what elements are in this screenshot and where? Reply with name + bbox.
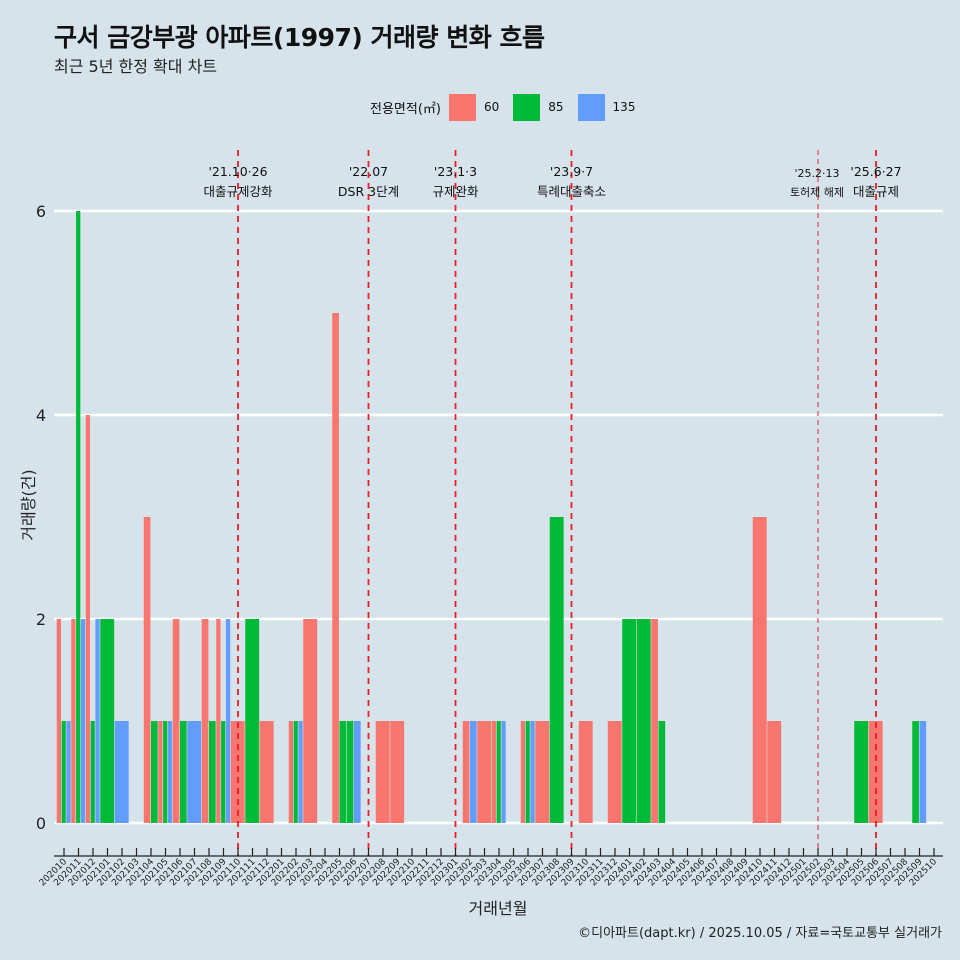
legend: 전용면적(㎡) 60 85 135 [370,93,649,121]
event-date: '23.1·3 [434,164,477,179]
bar-85-202106 [180,721,187,823]
legend-title: 전용면적(㎡) [370,101,441,117]
bar-60-202411 [767,721,782,823]
bar-60-202209 [390,721,405,823]
event-date: '22.07 [349,164,388,179]
legend-label-60: 60 [483,100,500,114]
bar-85-202403 [658,721,666,823]
bar-60-202012 [85,415,90,823]
event-date: '25.2·13 [794,167,839,180]
legend-swatch-85 [513,93,541,121]
bar-85-202206 [346,721,354,823]
bar-60-202105 [158,721,163,823]
bar-60-202203 [303,619,318,823]
event-date: '23.9·7 [550,164,593,179]
bar-60-202310 [578,721,593,823]
y-tick-label: 4 [36,406,46,425]
source-caption: ©디아파트(dapt.kr) / 2025.10.05 / 자료=국토교통부 실… [578,926,942,941]
event-date: '25.6·27 [850,164,901,179]
y-tick-label: 0 [36,814,46,833]
y-tick-label: 6 [36,202,46,221]
bar-135-202102 [114,721,129,823]
legend-swatch-60 [448,93,476,121]
bar-135-202202 [298,721,303,823]
bar-60-202403 [651,619,658,823]
bar-60-202112 [259,721,274,823]
bar-85-202205 [339,721,347,823]
event-label: DSR 3단계 [338,184,399,199]
bar-85-202401 [622,619,637,823]
bar-85-202202 [293,721,298,823]
bar-85-202402 [636,619,651,823]
bar-85-202108 [209,721,216,823]
bar-135-202306 [530,721,535,823]
bar-85-202308 [549,517,564,823]
bar-60-202108 [201,619,209,823]
bar-85-202012 [90,721,95,823]
event-label: 규제완화 [432,184,479,199]
bar-85-202306 [525,721,530,823]
bar-60-202010 [56,619,61,823]
bar-135-202302 [470,721,477,823]
event-date: '21.10·26 [208,164,267,179]
legend-swatch-135 [577,93,605,121]
bar-135-202304 [501,721,506,823]
bar-85-202101 [100,619,115,823]
bar-135-202012 [95,619,100,823]
bar-85-202109 [221,721,226,823]
bar-60-202303 [477,721,492,823]
bar-60-202306 [520,721,525,823]
event-label: 토허제 해제 [790,185,844,199]
bar-135-202107 [187,721,202,823]
legend-label-85: 85 [548,100,564,114]
bar-85-202010 [61,721,66,823]
bar-85-202304 [496,721,501,823]
bar-85-202509 [912,721,919,823]
bar-85-202111 [245,619,260,823]
y-tick-label: 2 [36,610,46,629]
bar-135-202011 [80,619,86,823]
bar-60-202208 [375,721,390,823]
x-axis-label: 거래년월 [469,899,528,918]
bar-60-202205 [332,313,339,823]
bar-85-202011 [76,211,81,823]
bar-60-202011 [71,619,76,823]
bar-60-202106 [172,619,180,823]
bar-135-202105 [167,721,173,823]
legend-label-135: 135 [612,100,636,114]
bar-60-202104 [143,517,151,823]
bar-60-202304 [491,721,496,823]
event-label: 특례대출축소 [537,184,606,199]
bar-85-202104 [151,721,158,823]
bar-60-202410 [752,517,767,823]
bar-85-202505 [854,721,869,823]
bar-60-202302 [462,721,470,823]
bar-60-202202 [288,721,293,823]
bar-85-202105 [163,721,168,823]
event-label: 대출규제 [853,184,899,199]
chart-subtitle: 최근 5년 한정 확대 차트 [54,57,218,76]
chart-title: 구서 금강부광 아파트(1997) 거래량 변화 흐름 [54,23,545,52]
event-label: 대출규제강화 [203,184,273,199]
y-axis-label: 거래량(건) [19,469,38,540]
bar-135-202109 [225,619,231,823]
bar-135-202010 [66,721,71,823]
bar-60-202307 [535,721,550,823]
bar-135-202509 [919,721,927,823]
bar-135-202206 [354,721,361,823]
bar-60-202312 [607,721,622,823]
bar-60-202109 [216,619,221,823]
